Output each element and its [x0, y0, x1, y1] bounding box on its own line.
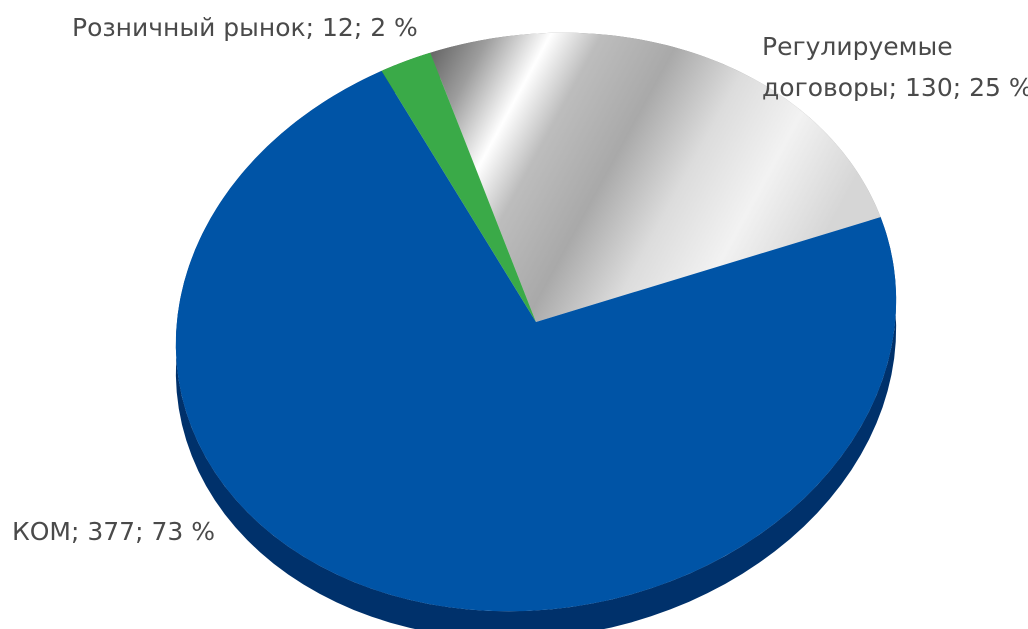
pie-slice-2 [381, 52, 536, 322]
data-label-2-line-0: Розничный рынок; 12; 2 % [72, 13, 418, 42]
data-label-1-line-0: КОМ; 377; 73 % [12, 517, 215, 546]
pie-tops [175, 32, 897, 612]
data-label-0: Регулируемые договоры; 130; 25 % [762, 32, 1028, 102]
pie-slice-1 [175, 70, 897, 612]
pie-slice-0 [430, 32, 881, 322]
data-label-0-line-0: Регулируемые [762, 32, 953, 61]
data-label-2: Розничный рынок; 12; 2 % [72, 13, 418, 42]
data-label-0-line-1: договоры; 130; 25 % [762, 73, 1028, 102]
data-label-1: КОМ; 377; 73 % [12, 517, 215, 546]
pie-labels: Регулируемые договоры; 130; 25 % КОМ; 377;… [12, 13, 1028, 546]
